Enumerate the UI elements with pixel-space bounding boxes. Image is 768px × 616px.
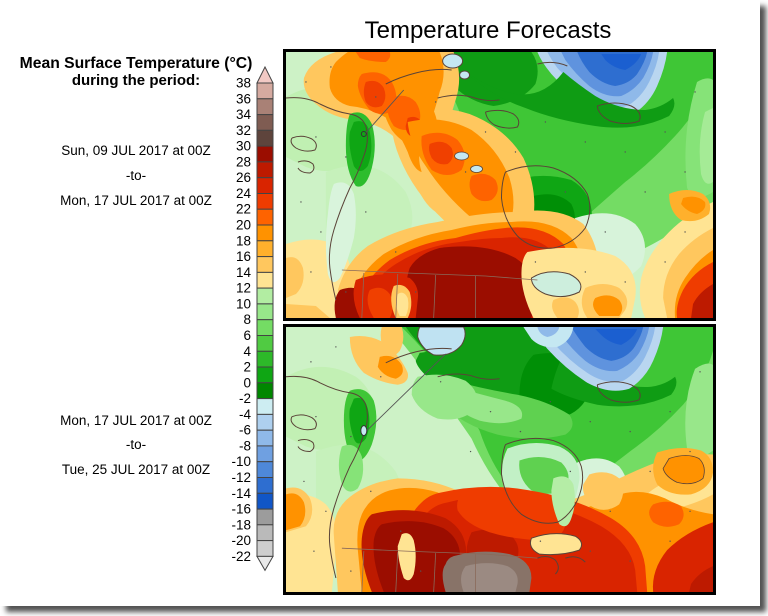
svg-text:16: 16 (236, 249, 251, 264)
svg-text:-4: -4 (239, 407, 251, 422)
svg-text:-2: -2 (239, 391, 251, 406)
svg-text:36: 36 (236, 91, 251, 106)
svg-text:-12: -12 (231, 470, 251, 485)
svg-text:28: 28 (236, 154, 251, 169)
svg-text:-6: -6 (239, 423, 251, 438)
svg-text:26: 26 (236, 170, 251, 185)
svg-text:6: 6 (243, 328, 251, 343)
svg-text:12: 12 (236, 281, 251, 296)
svg-text:14: 14 (236, 265, 252, 280)
svg-text:-20: -20 (231, 533, 251, 548)
svg-text:22: 22 (236, 202, 251, 217)
svg-text:-8: -8 (239, 438, 251, 453)
svg-text:18: 18 (236, 233, 251, 248)
svg-text:32: 32 (236, 123, 251, 138)
svg-text:24: 24 (236, 186, 252, 201)
svg-text:34: 34 (236, 107, 252, 122)
svg-text:-18: -18 (231, 517, 251, 532)
svg-text:2: 2 (243, 360, 251, 375)
svg-text:-22: -22 (231, 549, 251, 564)
svg-text:30: 30 (236, 139, 251, 154)
svg-text:10: 10 (236, 296, 251, 311)
svg-text:8: 8 (243, 312, 251, 327)
svg-text:-16: -16 (231, 502, 251, 517)
svg-text:-10: -10 (231, 454, 251, 469)
svg-text:-14: -14 (231, 486, 251, 501)
svg-text:20: 20 (236, 218, 251, 233)
svg-text:4: 4 (243, 344, 251, 359)
svg-text:0: 0 (243, 375, 251, 390)
svg-text:38: 38 (236, 76, 251, 91)
